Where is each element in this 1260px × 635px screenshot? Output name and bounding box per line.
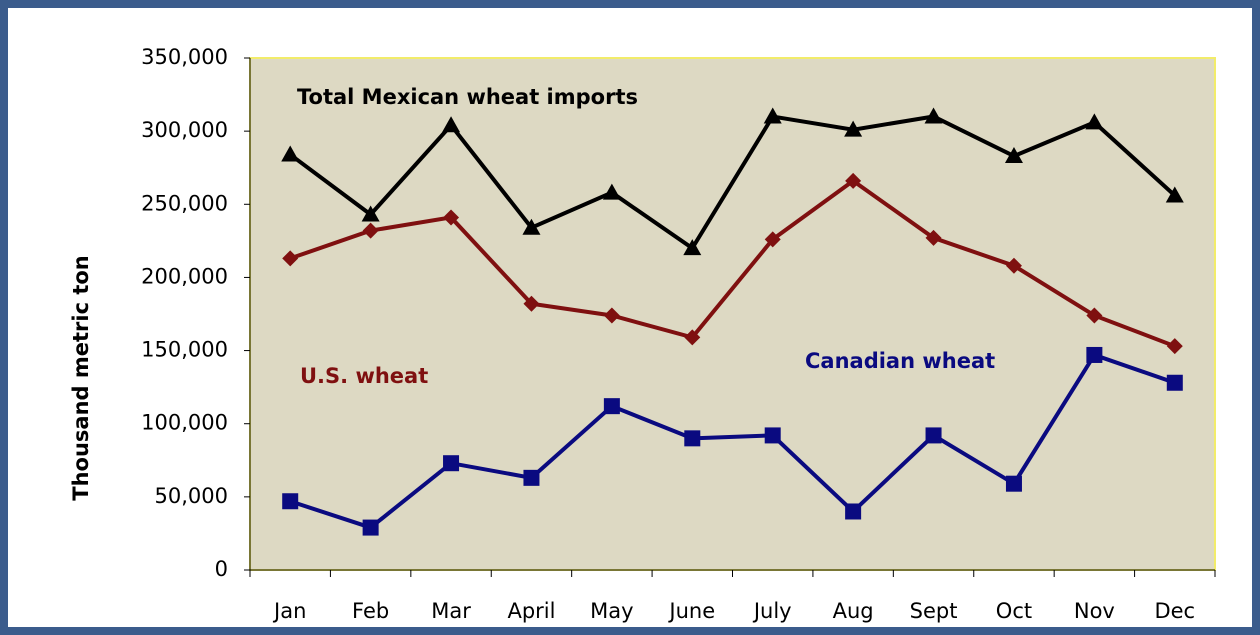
marker [845, 172, 862, 189]
series-line [289, 352, 1176, 530]
x-tick-label: Oct [996, 599, 1032, 623]
y-axis-label: Thousand metric ton [69, 255, 93, 501]
marker [1166, 374, 1183, 391]
x-tick-label: Dec [1154, 599, 1195, 623]
marker [763, 107, 782, 124]
x-tick-label: May [590, 599, 633, 623]
y-tick-label: 100,000 [141, 411, 228, 435]
marker [362, 222, 379, 239]
x-tick-label: April [507, 599, 555, 623]
marker [522, 218, 541, 235]
marker [361, 205, 380, 222]
marker [1086, 346, 1103, 363]
marker [523, 469, 540, 486]
marker [845, 503, 862, 520]
marker [925, 229, 942, 246]
marker [282, 493, 299, 510]
marker [1086, 307, 1103, 324]
y-tick-label: 250,000 [141, 191, 228, 215]
marker [684, 329, 701, 346]
marker [925, 427, 942, 444]
marker [443, 209, 460, 226]
marker [924, 107, 943, 124]
marker [362, 519, 379, 536]
x-tick-label: Nov [1074, 599, 1115, 623]
plot-background [249, 57, 1216, 571]
y-tick-label: 150,000 [141, 338, 228, 362]
marker [1005, 475, 1022, 492]
y-tick-label: 300,000 [141, 118, 228, 142]
marker [523, 295, 540, 312]
y-tick-label: 200,000 [141, 264, 228, 288]
marker [1166, 338, 1183, 355]
x-tick-label: Sept [910, 599, 958, 623]
y-tick-label: 350,000 [141, 45, 228, 69]
marker [764, 231, 781, 248]
marker [281, 145, 300, 162]
marker [1004, 147, 1023, 164]
series-line [289, 114, 1177, 252]
y-tick-label: 50,000 [155, 484, 228, 508]
x-tick-label: July [752, 599, 792, 623]
marker [683, 239, 702, 256]
series-annotation: Total Mexican wheat imports [297, 85, 638, 109]
x-tick-label: June [667, 599, 715, 623]
marker [603, 398, 620, 415]
marker [1085, 113, 1104, 130]
marker [602, 183, 621, 200]
series-annotation: U.S. wheat [300, 364, 428, 388]
x-tick-label: Mar [431, 599, 471, 623]
marker [844, 120, 863, 137]
series-line [289, 178, 1176, 349]
marker [1005, 257, 1022, 274]
marker [684, 430, 701, 447]
x-tick-label: Aug [833, 599, 874, 623]
marker [282, 250, 299, 267]
x-tick-label: Feb [352, 599, 389, 623]
marker [1165, 186, 1184, 203]
marker [443, 455, 460, 472]
y-tick-label: 0 [215, 557, 228, 581]
series-annotation: Canadian wheat [805, 349, 995, 373]
marker [442, 116, 461, 133]
x-tick-label: Jan [272, 599, 306, 623]
marker [603, 307, 620, 324]
marker [764, 427, 781, 444]
